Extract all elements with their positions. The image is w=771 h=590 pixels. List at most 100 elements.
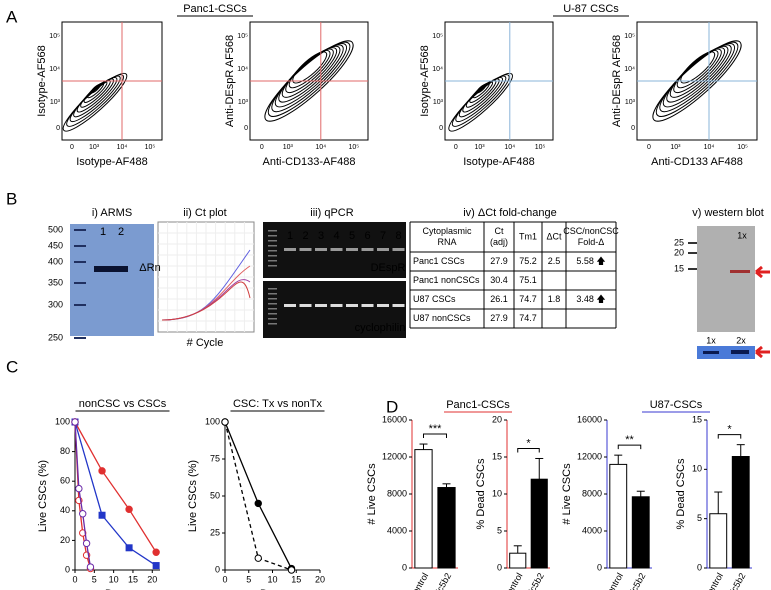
subpanel-title: i) ARMS <box>92 207 132 219</box>
significance-bracket <box>517 447 540 453</box>
x-tick-label: 0 <box>72 574 77 584</box>
ladder-band <box>268 293 277 295</box>
x-tick-label: 20 <box>315 574 325 584</box>
y-axis-label: Live CSCs (%) <box>37 460 49 532</box>
y-tick-label: 12000 <box>382 451 407 461</box>
y-tick-label: 10⁴ <box>624 66 635 73</box>
marker <box>71 418 79 426</box>
x-tick-label: 10 <box>109 574 119 584</box>
bar <box>437 487 456 569</box>
y-tick-label: 4000 <box>582 525 602 535</box>
y-tick-label: 0 <box>631 125 635 132</box>
table-cell: 75.1 <box>519 275 537 285</box>
y-tick-label: 100 <box>55 416 70 426</box>
table-header: Tm1 <box>519 231 537 241</box>
category-label: 7c5b2 <box>627 571 648 590</box>
arrow <box>755 265 770 279</box>
band <box>299 248 312 251</box>
y-axis-label: Isotype-AF568 <box>419 45 431 117</box>
contour <box>476 83 487 94</box>
ladder-band <box>74 229 86 231</box>
gel-label: cyclophilin <box>355 322 406 334</box>
y-tick-label: 16000 <box>577 414 602 424</box>
y-tick-label: 12000 <box>577 451 602 461</box>
ladder-band <box>268 235 277 237</box>
band <box>346 248 358 251</box>
y-tick-label: 0 <box>56 125 60 132</box>
ct-curve <box>161 281 251 321</box>
y-tick-label: 0 <box>244 125 248 132</box>
y-tick-label: 8000 <box>582 488 602 498</box>
y-tick-label: 10⁵ <box>624 33 635 40</box>
y-axis-label: Anti-DEspR AF568 <box>611 35 623 127</box>
band <box>392 304 405 307</box>
group-title: U-87 CSCs <box>563 3 619 15</box>
category-label: Control <box>407 571 430 590</box>
lane-label: 2 <box>118 226 124 238</box>
gel <box>70 224 154 336</box>
subpanel-title: iii) qPCR <box>310 207 353 219</box>
contour <box>680 51 716 84</box>
lane-label: 3 <box>318 230 324 242</box>
table-header: ΔCt <box>546 231 562 241</box>
ladder-band <box>74 261 86 263</box>
table-cell: 74.7 <box>519 313 537 323</box>
y-tick-label: 0 <box>402 562 407 572</box>
y-tick-label: 10 <box>492 488 502 498</box>
band <box>94 266 128 272</box>
lane-label: 1 <box>100 226 106 238</box>
y-tick-label: 100 <box>205 416 220 426</box>
table-cell: 26.1 <box>490 294 508 304</box>
y-tick-label: 10⁵ <box>49 33 60 40</box>
significance: * <box>727 424 732 436</box>
table-cell: Panc1 nonCSCs <box>413 275 480 285</box>
y-axis-label: % Dead CSCs <box>675 458 687 529</box>
chart-title: nonCSC vs CSCs <box>79 398 167 410</box>
y-tick-label: 16000 <box>382 414 407 424</box>
x-tick-label: 10⁴ <box>117 144 128 151</box>
category-label: Control <box>501 571 524 590</box>
marker <box>125 505 133 514</box>
y-tick-label: 20 <box>492 414 502 424</box>
bar <box>414 449 433 569</box>
band <box>330 304 343 307</box>
lane-label: 8 <box>395 230 401 242</box>
blot <box>697 226 755 332</box>
band <box>330 248 343 251</box>
bar <box>731 456 750 569</box>
y-tick-label: 40 <box>60 505 70 515</box>
x-tick-label: 20 <box>147 574 157 584</box>
ladder-label: 400 <box>48 256 63 266</box>
gel <box>263 281 406 338</box>
x-axis-label: Isotype-AF488 <box>463 156 535 168</box>
x-tick-label: 5 <box>92 574 97 584</box>
x-tick-label: 10³ <box>283 144 294 151</box>
ladder-band <box>74 245 86 247</box>
marker-band <box>688 242 697 244</box>
y-tick-label: 10³ <box>238 99 249 106</box>
ladder-band <box>268 318 277 320</box>
significance: * <box>526 437 531 449</box>
contour <box>292 51 328 84</box>
band <box>392 248 405 251</box>
significance-bracket <box>617 444 642 450</box>
ladder-band <box>268 303 277 305</box>
marker <box>152 548 160 556</box>
table-header: CSC/nonCSC Fold-Δ <box>563 226 619 247</box>
band <box>361 248 374 251</box>
y-axis-label: Isotype-AF568 <box>36 45 48 117</box>
y-tick-label: 15 <box>492 451 502 461</box>
lane-label: 2 <box>302 230 308 242</box>
table-cell: U87 nonCSCs <box>413 313 471 323</box>
x-axis-label: Isotype-AF488 <box>76 156 148 168</box>
band <box>377 248 389 251</box>
table-cell: 27.9 <box>490 256 508 266</box>
y-axis-label: # Live CSCs <box>366 463 378 525</box>
x-tick-label: 15 <box>291 574 301 584</box>
table-cell: Panc1 CSCs <box>413 256 465 266</box>
ladder-band <box>74 337 86 339</box>
table-cell: 30.4 <box>490 275 508 285</box>
y-axis-label: Live CSCs (%) <box>187 460 199 532</box>
band <box>377 304 389 307</box>
marker <box>254 499 262 508</box>
